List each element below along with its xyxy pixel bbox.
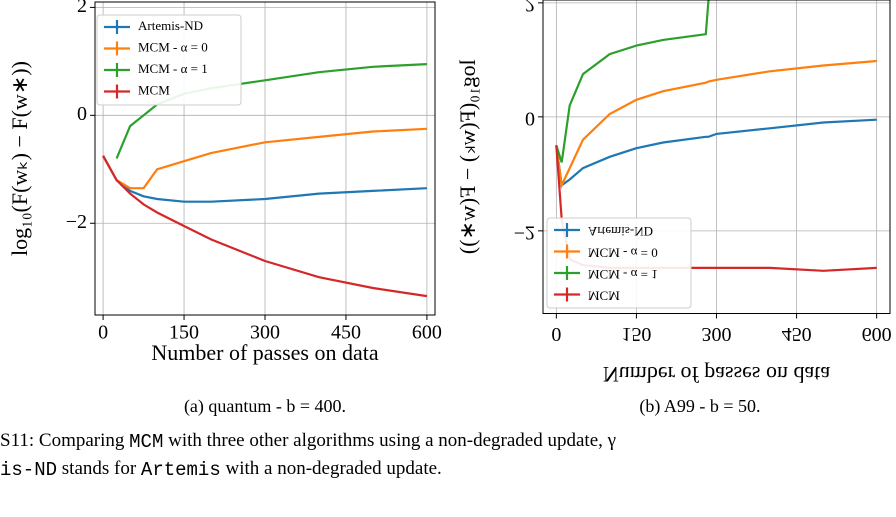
caption-text: S11: Comparing bbox=[0, 430, 129, 451]
x-tick-label: 450 bbox=[331, 322, 361, 344]
legend-label: MCM - α = 0 bbox=[588, 246, 658, 261]
y-tick-label: −2 bbox=[66, 211, 87, 233]
series-line bbox=[102, 155, 428, 298]
x-tick-label: 300 bbox=[250, 322, 280, 344]
caption-line: S11: Comparing MCM with three other algo… bbox=[0, 430, 616, 453]
series-line bbox=[555, 118, 877, 188]
x-tick-label: 150 bbox=[621, 323, 651, 345]
y-tick-label: 0 bbox=[525, 107, 535, 129]
subplot-caption: (a) quantum - b = 400. bbox=[184, 396, 346, 417]
caption-line: is-ND stands for Artemis with a non-degr… bbox=[0, 458, 442, 481]
y-axis-label: log₁₀(F(wₖ) − F(w∗)) bbox=[455, 59, 480, 254]
x-tick-label: 600 bbox=[862, 323, 892, 345]
x-axis-label: Number of passes on data bbox=[151, 340, 379, 365]
x-tick-label: 0 bbox=[551, 323, 561, 345]
legend-label: MCM bbox=[588, 289, 620, 304]
y-tick-label: −2 bbox=[514, 221, 535, 243]
legend-label: MCM bbox=[138, 82, 170, 97]
legend-label: MCM - α = 0 bbox=[138, 39, 208, 54]
y-tick-label: 0 bbox=[77, 103, 87, 125]
legend-label: MCM - α = 1 bbox=[138, 61, 208, 76]
series-line bbox=[555, 0, 710, 163]
legend-box bbox=[546, 217, 692, 309]
y-axis-label: log₁₀(F(wₖ) − F(w∗)) bbox=[7, 61, 32, 256]
x-tick-label: 0 bbox=[98, 322, 108, 344]
caption-code: MCM bbox=[129, 431, 163, 453]
caption-code: Artemis bbox=[141, 459, 221, 481]
x-tick-label: 600 bbox=[412, 322, 442, 344]
plot-frame bbox=[542, 0, 891, 314]
caption-text: with a non-degraded update. bbox=[221, 458, 442, 479]
caption-text: with three other algorithms using a non-… bbox=[163, 430, 616, 451]
legend-label: Artemis-ND bbox=[588, 224, 653, 239]
x-tick-label: 300 bbox=[702, 323, 732, 345]
y-tick-label: 2 bbox=[77, 0, 87, 17]
legend-box bbox=[96, 14, 242, 106]
legend-label: MCM - α = 1 bbox=[588, 267, 658, 282]
x-axis-label: Number of passes on data bbox=[603, 362, 831, 387]
x-tick-label: 150 bbox=[169, 322, 199, 344]
legend-label: Artemis-ND bbox=[138, 18, 203, 33]
series-line bbox=[555, 59, 877, 190]
subplot-caption: (b) A99 - b = 50. bbox=[639, 396, 760, 417]
plot-frame bbox=[94, 1, 436, 316]
series-line bbox=[102, 127, 427, 190]
y-tick-label: 2 bbox=[525, 0, 535, 15]
series-line bbox=[102, 155, 427, 203]
caption-code: is-ND bbox=[0, 459, 57, 481]
caption-text: stands for bbox=[57, 458, 141, 479]
x-tick-label: 450 bbox=[782, 323, 812, 345]
